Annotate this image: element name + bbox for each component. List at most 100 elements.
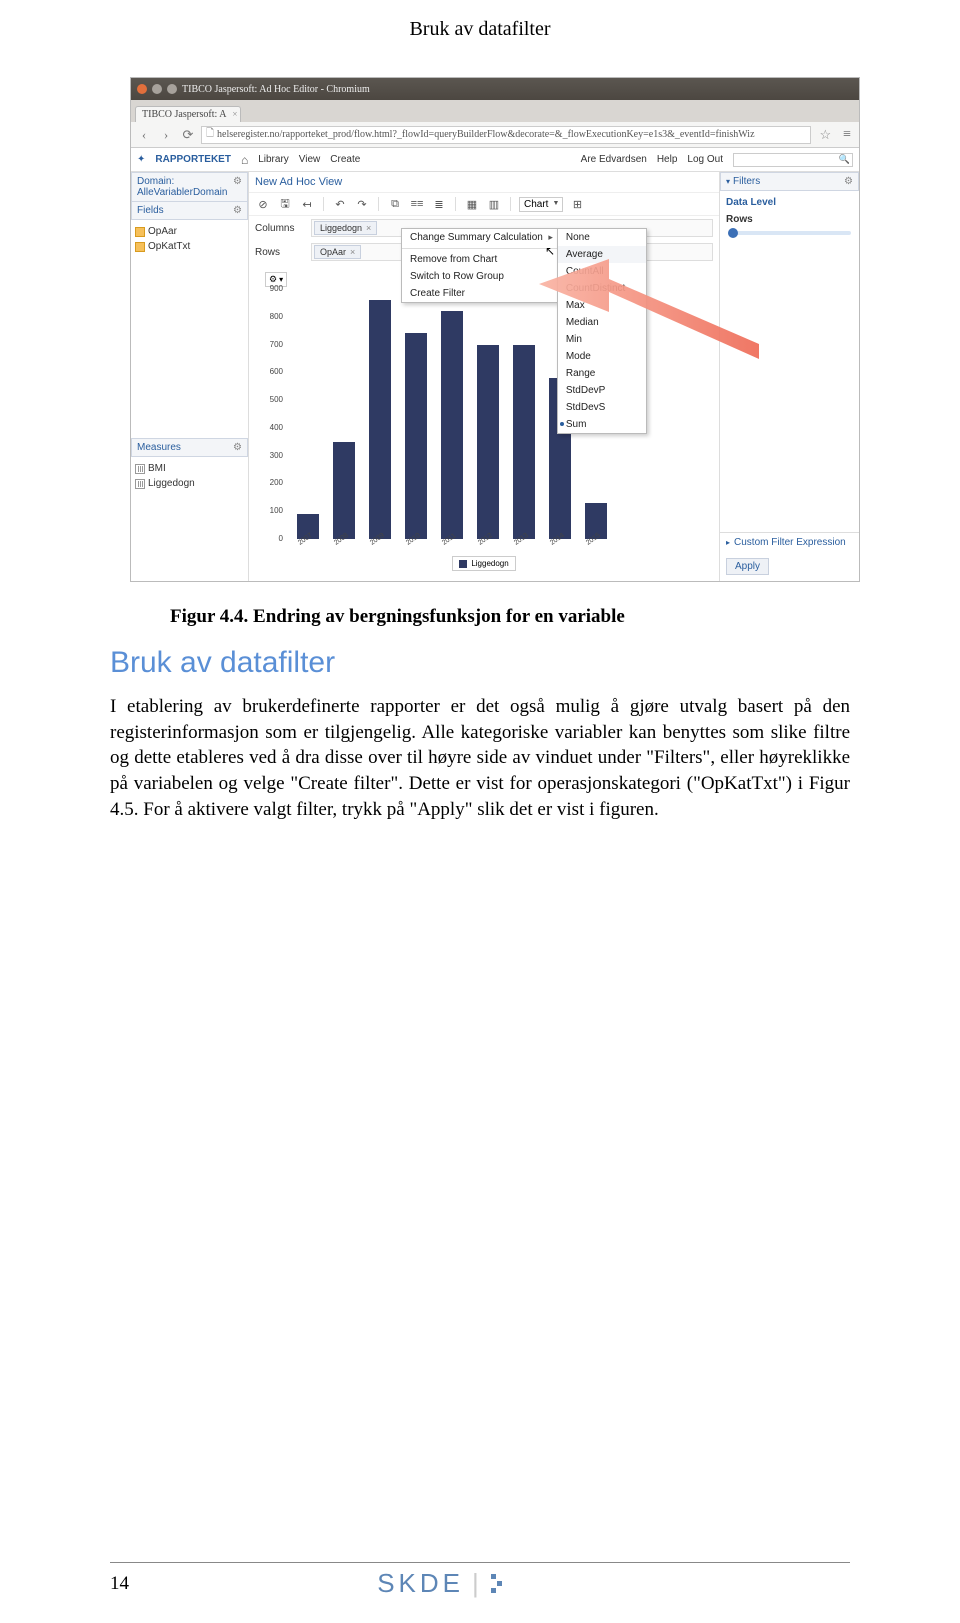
menu-create-filter[interactable]: Create Filter bbox=[402, 285, 557, 302]
menu-library[interactable]: Library bbox=[258, 154, 289, 165]
app-brand: RAPPORTEKET bbox=[155, 154, 231, 165]
measure-icon bbox=[135, 464, 145, 474]
body-paragraph: I etablering av brukerdefinerte rapporte… bbox=[110, 694, 850, 822]
tool-export-icon[interactable]: ↤ bbox=[299, 196, 315, 212]
menu-view[interactable]: View bbox=[299, 154, 321, 165]
bar[interactable] bbox=[369, 300, 391, 539]
browser-tabstrip: TIBCO Jaspersoft: A × bbox=[131, 100, 859, 122]
submenu-countall[interactable]: CountAll bbox=[558, 263, 646, 280]
fields-gear-icon[interactable]: ⚙ bbox=[233, 205, 242, 216]
window-close-icon[interactable] bbox=[137, 84, 147, 94]
center-panel: New Ad Hoc View ⊘ 🖫 ↤ ↶ ↷ ⧉ ≡≡ ≣ ▦ ▥ Cha… bbox=[249, 172, 719, 581]
fields-list: OpAar OpKatTxt bbox=[131, 220, 248, 258]
submenu-average[interactable]: Average bbox=[558, 246, 646, 263]
ytick-label: 700 bbox=[270, 340, 283, 349]
link-help[interactable]: Help bbox=[657, 154, 678, 165]
submenu-stddevs[interactable]: StdDevS bbox=[558, 399, 646, 416]
bar[interactable] bbox=[513, 345, 535, 539]
bar[interactable] bbox=[441, 311, 463, 539]
window-titlebar: TIBCO Jaspersoft: Ad Hoc Editor - Chromi… bbox=[131, 78, 859, 100]
measure-item-bmi[interactable]: BMI bbox=[133, 461, 246, 476]
tool-redo-icon[interactable]: ↷ bbox=[354, 196, 370, 212]
filters-gear-icon[interactable]: ⚙ bbox=[844, 176, 853, 187]
legend-label: Liggedogn bbox=[471, 559, 508, 568]
fields-panel: Domain: AlleVariablerDomain ⚙ Fields ⚙ O… bbox=[131, 172, 249, 581]
menu-create[interactable]: Create bbox=[330, 154, 360, 165]
measure-item-liggedogn[interactable]: Liggedogn bbox=[133, 476, 246, 491]
viz-type-select[interactable]: Chart bbox=[519, 197, 563, 212]
screenshot-figure: TIBCO Jaspersoft: Ad Hoc Editor - Chromi… bbox=[130, 77, 860, 582]
nav-forward-icon[interactable]: › bbox=[157, 126, 175, 144]
home-icon[interactable]: ⌂ bbox=[241, 153, 248, 167]
browser-tab[interactable]: TIBCO Jaspersoft: A × bbox=[135, 106, 241, 122]
columns-chip-liggedogn[interactable]: Liggedogn× bbox=[314, 221, 377, 235]
submenu-median[interactable]: Median bbox=[558, 314, 646, 331]
measures-gear-icon[interactable]: ⚙ bbox=[233, 442, 242, 453]
chip-remove-icon[interactable]: × bbox=[350, 247, 355, 257]
apply-button[interactable]: Apply bbox=[726, 558, 769, 575]
submenu-max[interactable]: Max bbox=[558, 297, 646, 314]
submenu-sum[interactable]: Sum bbox=[558, 416, 646, 433]
measures-header: Measures ⚙ bbox=[131, 438, 248, 457]
submenu-range[interactable]: Range bbox=[558, 365, 646, 382]
field-item-opkattxt[interactable]: OpKatTxt bbox=[133, 239, 246, 254]
mouse-cursor-icon: ↖ bbox=[545, 244, 555, 258]
menu-switch-to-row-group[interactable]: Switch to Row Group bbox=[402, 268, 557, 285]
fields-header-label: Fields bbox=[137, 205, 164, 216]
submenu-countdistinct[interactable]: CountDistinct bbox=[558, 280, 646, 297]
menu-change-summary[interactable]: Change Summary Calculation bbox=[402, 229, 557, 246]
context-menu: Change Summary Calculation Remove from C… bbox=[401, 228, 558, 303]
footer-rule bbox=[110, 1562, 850, 1563]
fields-header: Fields ⚙ bbox=[131, 202, 248, 220]
chart-legend: Liggedogn bbox=[452, 556, 515, 571]
window-title: TIBCO Jaspersoft: Ad Hoc Editor - Chromi… bbox=[182, 84, 370, 95]
tool-detail-icon[interactable]: ▥ bbox=[486, 196, 502, 212]
custom-filter-header[interactable]: ▸ Custom Filter Expression bbox=[720, 532, 859, 552]
tool-sort-icon[interactable]: ≡≡ bbox=[409, 196, 425, 212]
chip-label: OpAar bbox=[320, 247, 346, 257]
bar[interactable] bbox=[405, 333, 427, 539]
tool-undo-icon[interactable]: ↶ bbox=[332, 196, 348, 212]
rows-shelf-label: Rows bbox=[255, 247, 305, 258]
bar[interactable] bbox=[333, 442, 355, 539]
submenu-mode[interactable]: Mode bbox=[558, 348, 646, 365]
nav-back-icon[interactable]: ‹ bbox=[135, 126, 153, 144]
menu-remove-from-chart[interactable]: Remove from Chart bbox=[402, 251, 557, 268]
window-maximize-icon[interactable] bbox=[167, 84, 177, 94]
window-minimize-icon[interactable] bbox=[152, 84, 162, 94]
browser-toolbar: ‹ › ⟳ 🗋 helseregister.no/rapporteket_pro… bbox=[131, 122, 859, 148]
running-header: Bruk av datafilter bbox=[0, 0, 960, 47]
rows-level-slider[interactable] bbox=[728, 231, 851, 235]
link-logout[interactable]: Log Out bbox=[687, 154, 723, 165]
submenu-none[interactable]: None bbox=[558, 229, 646, 246]
user-name[interactable]: Are Edvardsen bbox=[581, 154, 647, 165]
filters-header: ▾Filters ⚙ bbox=[720, 172, 859, 191]
chevron-down-icon[interactable]: ▾ bbox=[726, 177, 730, 186]
rows-chip-opaar[interactable]: OpAar × bbox=[314, 245, 361, 259]
view-title: New Ad Hoc View bbox=[249, 172, 719, 193]
address-bar[interactable]: 🗋 helseregister.no/rapporteket_prod/flow… bbox=[201, 126, 811, 144]
nav-reload-icon[interactable]: ⟳ bbox=[179, 126, 197, 144]
data-level-label: Data Level bbox=[720, 191, 859, 210]
submenu-sum-label: Sum bbox=[566, 419, 587, 430]
ytick-label: 500 bbox=[270, 395, 283, 404]
chip-remove-icon[interactable]: × bbox=[366, 223, 371, 233]
tool-options-icon[interactable]: ⊞ bbox=[569, 196, 585, 212]
field-icon bbox=[135, 227, 145, 237]
field-item-opaar[interactable]: OpAar bbox=[133, 224, 246, 239]
submenu-stddevp[interactable]: StdDevP bbox=[558, 382, 646, 399]
global-search-input[interactable]: 🔍 bbox=[733, 153, 853, 167]
tool-format-icon[interactable]: ≣ bbox=[431, 196, 447, 212]
tool-discard-icon[interactable]: ⊘ bbox=[255, 196, 271, 212]
tool-sample-icon[interactable]: ▦ bbox=[464, 196, 480, 212]
submenu-min[interactable]: Min bbox=[558, 331, 646, 348]
browser-menu-icon[interactable]: ≡ bbox=[839, 127, 855, 143]
gear-icon[interactable]: ⚙ bbox=[233, 176, 242, 198]
tool-pivot-icon[interactable]: ⧉ bbox=[387, 196, 403, 212]
bar[interactable] bbox=[477, 345, 499, 539]
tab-close-icon[interactable]: × bbox=[232, 109, 237, 119]
rows-data-level-label: Rows bbox=[720, 210, 859, 227]
tool-save-icon[interactable]: 🖫 bbox=[277, 196, 293, 212]
bookmark-star-icon[interactable]: ☆ bbox=[815, 127, 835, 143]
measure-label: BMI bbox=[148, 463, 166, 474]
